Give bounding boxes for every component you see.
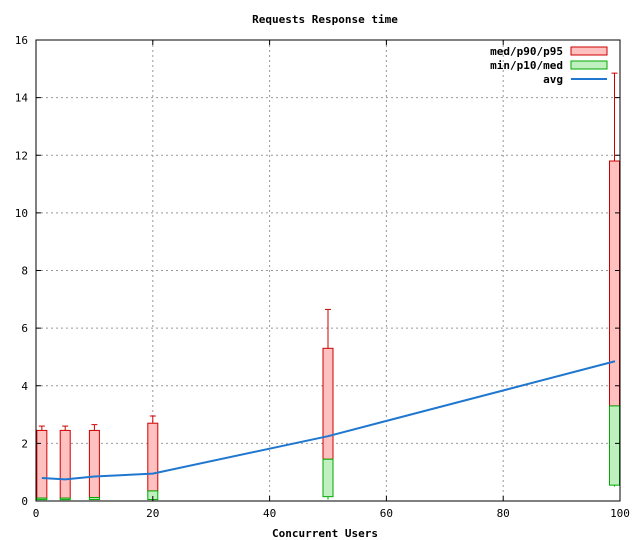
x-tick-label: 80 (497, 507, 510, 520)
box-p10-med (88, 497, 100, 501)
y-tick-label: 16 (15, 34, 28, 47)
legend-label: med/p90/p95 (490, 45, 563, 58)
x-tick-label: 40 (263, 507, 276, 520)
y-tick-label: 6 (21, 322, 28, 335)
y-tick-label: 12 (15, 149, 28, 162)
x-tick-label: 60 (380, 507, 393, 520)
plot-marks (36, 72, 620, 501)
y-tick-label: 14 (15, 92, 29, 105)
legend-swatch (570, 46, 608, 56)
y-tick-label: 2 (21, 437, 28, 450)
box-med-p90 (147, 422, 159, 492)
box-p10-med (59, 497, 71, 501)
legend-swatch (570, 60, 608, 70)
legend-label: min/p10/med (490, 59, 563, 72)
x-tick-label: 100 (610, 507, 630, 520)
box-med-p90 (88, 429, 100, 499)
chart-title: Requests Response time (252, 13, 398, 26)
x-tick-label: 0 (33, 507, 40, 520)
box-med-p90 (322, 347, 334, 460)
legend-label: avg (543, 73, 563, 86)
y-tick-label: 0 (21, 495, 28, 508)
x-axis-label: Concurrent Users (272, 527, 378, 540)
box-p10-med (36, 497, 48, 501)
x-tick-label: 20 (146, 507, 159, 520)
box-med-p90 (609, 160, 620, 407)
box-p10-med (322, 458, 334, 498)
box-med-p90 (59, 429, 71, 499)
axis-ticks: 0 2 4 6 8 10 12 14 16 0 20 40 60 80 100 (15, 34, 630, 520)
box-p10-med (609, 405, 620, 486)
avg-line (41, 360, 616, 481)
y-tick-label: 10 (15, 207, 28, 220)
y-tick-label: 8 (21, 265, 28, 278)
box-med-p90 (36, 429, 48, 499)
y-tick-label: 4 (21, 380, 28, 393)
